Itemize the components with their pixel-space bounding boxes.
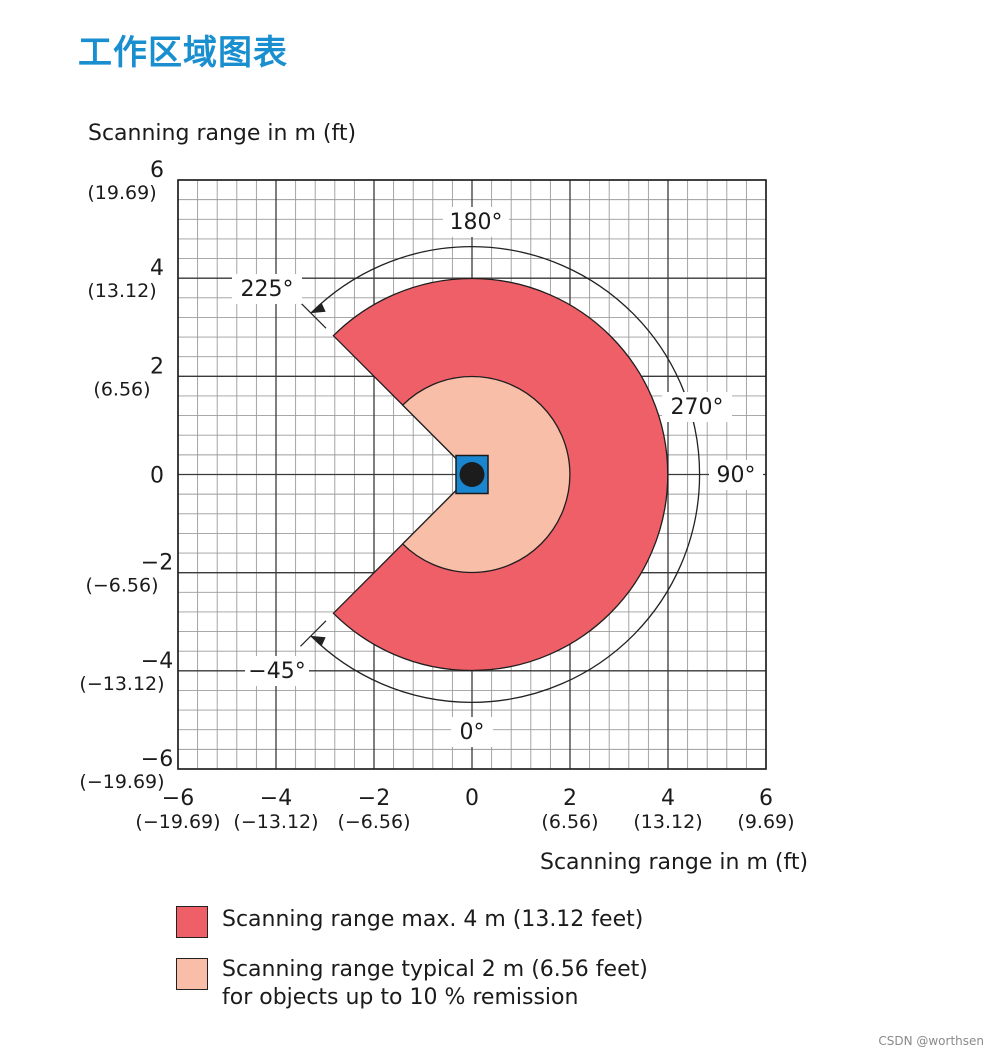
arrow-head <box>310 635 326 647</box>
angle-label-bg <box>232 274 302 304</box>
x-axis-label: Scanning range in m (ft) <box>540 850 808 875</box>
angle-arc <box>310 246 701 703</box>
angle-label-bg <box>443 207 509 237</box>
x-tick-label: 0 <box>465 786 479 811</box>
x-tick-sublabel: (−6.56) <box>337 811 410 833</box>
angle-label-bg <box>245 656 309 686</box>
leader-line <box>300 620 327 647</box>
watermark: CSDN @worthsen <box>878 1034 984 1048</box>
y-tick-sublabel: (−6.56) <box>85 575 158 597</box>
angle-label-bg <box>662 392 732 422</box>
plot-border <box>177 179 767 770</box>
y-tick-sublabel: (6.56) <box>93 378 150 400</box>
x-tick-sublabel: (−13.12) <box>233 811 318 833</box>
y-tick-label: 2 <box>150 354 164 379</box>
plot-frame <box>177 179 767 770</box>
angle-labels: 180° 225° 270° 90° −45° 0° <box>232 207 763 747</box>
x-tick-sublabel: (13.12) <box>633 811 702 833</box>
legend-swatch-max <box>176 906 208 938</box>
x-tick-sublabel: (9.69) <box>737 811 794 833</box>
y-tick-label: 0 <box>150 464 164 489</box>
legend-label-typical: Scanning range typical 2 m (6.56 feet) f… <box>222 957 648 1010</box>
angle-arcs <box>300 246 701 703</box>
scan-range-diagram: 6(19.69)4(13.12)2(6.56)0−2(−6.56)−4(−13.… <box>79 121 808 875</box>
x-tick-label: 6 <box>759 786 773 811</box>
legend-item-max: Scanning range max. 4 m (13.12 feet) <box>176 906 643 938</box>
y-tick-label: −2 <box>141 551 173 576</box>
angle-label-bg <box>451 717 493 747</box>
y-axis-label: Scanning range in m (ft) <box>88 121 356 146</box>
x-tick-label: 4 <box>661 786 675 811</box>
x-tick-label: −2 <box>358 786 390 811</box>
y-tick-sublabel: (19.69) <box>87 182 156 204</box>
x-tick-label: −6 <box>162 786 194 811</box>
y-tick-label: 4 <box>150 256 164 281</box>
angle-label: 180° <box>450 210 503 235</box>
x-tick-label: 2 <box>563 786 577 811</box>
legend-item-typical: Scanning range typical 2 m (6.56 feet) f… <box>176 956 648 1012</box>
angle-label: −45° <box>248 659 305 684</box>
angle-label-bg <box>709 460 763 490</box>
angle-label: 90° <box>717 463 756 488</box>
x-tick-sublabel: (6.56) <box>541 811 598 833</box>
legend-swatch-typical <box>176 958 208 990</box>
page-title: 工作区域图表 <box>78 33 288 73</box>
x-tick-label: −4 <box>260 786 292 811</box>
y-tick-label: −4 <box>141 649 173 674</box>
arrow-head <box>310 302 326 314</box>
legend-label-max: Scanning range max. 4 m (13.12 feet) <box>222 907 644 932</box>
y-tick-sublabel: (−19.69) <box>79 771 164 793</box>
y-tick-sublabel: (13.12) <box>87 280 156 302</box>
y-tick-sublabel: (−13.12) <box>79 673 164 695</box>
leader-line <box>300 302 327 329</box>
angle-label: 270° <box>671 395 724 420</box>
tick-labels: 6(19.69)4(13.12)2(6.56)0−2(−6.56)−4(−13.… <box>79 158 794 833</box>
angle-label: 225° <box>241 277 294 302</box>
x-tick-sublabel: (−19.69) <box>135 811 220 833</box>
scanner-lens <box>459 462 485 487</box>
y-tick-label: 6 <box>150 158 164 183</box>
y-tick-label: −6 <box>141 747 173 772</box>
angle-label: 0° <box>460 720 485 745</box>
scanner-icon <box>455 454 489 495</box>
